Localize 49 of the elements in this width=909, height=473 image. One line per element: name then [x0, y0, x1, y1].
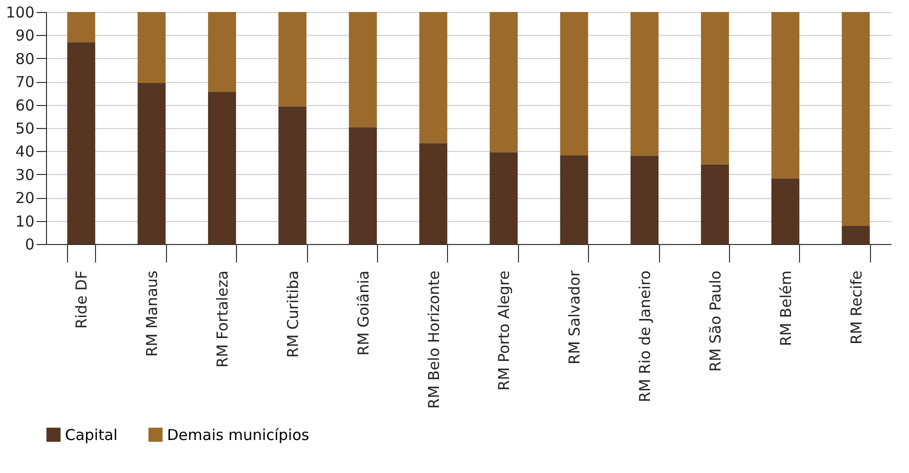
x-tick-label: RM Belém	[776, 270, 795, 346]
bar	[630, 156, 659, 244]
bar	[67, 42, 96, 244]
y-tick-label: 70	[15, 73, 34, 92]
y-tick-label: 90	[15, 26, 34, 45]
y-tick-label: 10	[15, 212, 34, 230]
bar	[278, 12, 306, 106]
bar	[771, 178, 800, 244]
bar	[138, 12, 166, 83]
x-tick-label: RM Recife	[847, 270, 866, 345]
x-tick-label: RM Rio de Janeiro	[636, 270, 654, 402]
y-tick-label: 0	[24, 236, 34, 254]
bar	[348, 12, 377, 128]
y-tick-label: 40	[15, 142, 34, 161]
bar	[208, 12, 236, 92]
x-tick-label: RM São Paulo	[706, 270, 724, 372]
bar	[419, 12, 448, 144]
x-tick-label: RM Manaus	[143, 270, 162, 357]
bar	[700, 12, 729, 164]
bar	[842, 12, 870, 226]
bar	[67, 12, 96, 42]
x-tick-label: RM Goiânia	[354, 270, 372, 356]
y-tick-label: 60	[15, 96, 34, 114]
bar	[138, 82, 166, 244]
legend-label: Demais municípios	[167, 426, 310, 444]
bar	[630, 12, 659, 156]
bar	[208, 92, 236, 244]
x-tick-label: RM Porto Alegre	[495, 270, 514, 391]
y-tick-label: 80	[15, 50, 34, 68]
x-tick-label: RM Fortaleza	[214, 270, 232, 368]
x-tick-label: RM Curitiba	[284, 270, 302, 358]
bar	[700, 164, 729, 244]
bar	[490, 152, 518, 244]
x-tick-label: RM Salvador	[566, 270, 584, 364]
bar	[842, 226, 870, 244]
x-tick-label: Ride DF	[72, 270, 91, 329]
legend-label: Capital	[65, 426, 118, 444]
bar	[419, 143, 448, 244]
x-tick-label: RM Belo Horizonte	[424, 270, 443, 409]
y-tick-label: 100	[6, 4, 34, 22]
bar	[560, 12, 588, 156]
bar	[348, 128, 377, 244]
bar	[490, 12, 518, 152]
bar	[278, 106, 306, 244]
y-tick-label: 20	[15, 189, 34, 208]
bar	[560, 155, 588, 244]
y-tick-label: 30	[15, 166, 34, 184]
y-tick-label: 50	[15, 120, 34, 138]
bar	[771, 12, 800, 178]
